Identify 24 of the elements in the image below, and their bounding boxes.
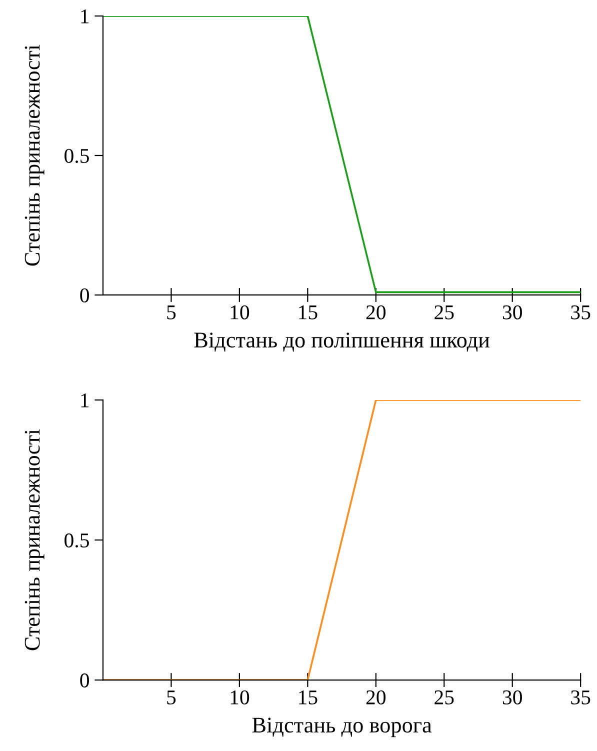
y-tick-label: 0.5 — [64, 148, 89, 164]
x-tick-label: 35 — [571, 690, 590, 704]
x-axis-title: Відстань до ворога — [252, 718, 432, 738]
x-tick-label: 15 — [299, 305, 318, 320]
x-tick-label: 25 — [434, 690, 454, 704]
y-tick-label: 1 — [81, 9, 89, 24]
y-tick-label: 0 — [80, 288, 89, 302]
x-tick-label: 20 — [366, 305, 386, 320]
x-tick-label: 10 — [230, 305, 250, 320]
x-tick-label: 20 — [366, 690, 386, 704]
x-tick-label: 10 — [230, 690, 250, 704]
x-tick-label: 30 — [502, 305, 522, 320]
x-axis-title: Відстань до поліпшення шкоди — [194, 332, 490, 352]
y-tick-label: 0 — [80, 673, 89, 688]
y-axis-title: Степінь приналежності — [24, 429, 44, 650]
x-tick-label: 15 — [299, 690, 318, 704]
y-axis-title: Степінь приналежності — [24, 44, 44, 266]
y-tick-label: 1 — [81, 393, 89, 408]
x-tick-label: 35 — [571, 305, 590, 320]
x-tick-label: 30 — [502, 690, 522, 704]
y-tick-label: 0.5 — [64, 533, 89, 548]
x-tick-label: 5 — [167, 690, 176, 704]
x-tick-label: 5 — [167, 306, 176, 320]
x-tick-label: 25 — [434, 305, 454, 320]
